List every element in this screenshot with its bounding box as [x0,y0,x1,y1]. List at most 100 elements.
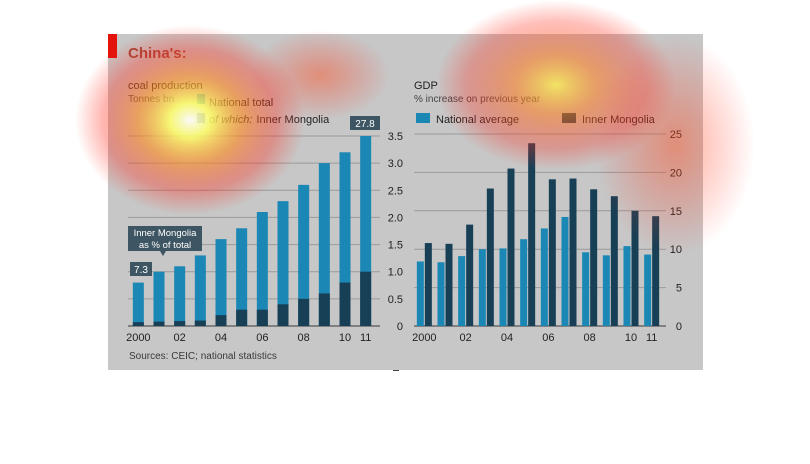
last-value-label: 27.8 [355,119,375,130]
first-value-box [130,262,152,276]
coal-bar-inner-mongolia [153,321,165,326]
coal-bar-national-total [298,184,310,326]
coal-bar-national-total [277,201,289,326]
gdp-bar-national-average [540,228,548,326]
gdp-bar-national-average [499,248,507,326]
gdp-bar-inner-mongolia [466,224,474,326]
coal-chart: coal production Tonnes bn National total… [126,80,403,344]
legend-swatch-national-total [197,94,205,104]
gdp-bar-national-average [561,216,569,326]
gdp-x-tick-label: 06 [542,332,554,344]
coal-bar-national-total [174,266,186,326]
gdp-bar-national-average [478,249,486,326]
coal-bar-national-total [256,212,268,326]
gdp-bar-national-average [437,262,445,326]
gdp-bar-inner-mongolia [631,210,639,326]
gdp-bar-national-average [623,246,631,326]
coal-x-tick-label: 04 [215,332,227,344]
gdp-bar-inner-mongolia [652,216,660,326]
gdp-bar-inner-mongolia [424,243,432,326]
coal-bar-national-total [215,239,227,326]
callout-box [128,226,202,251]
coal-x-tick-label: 11 [360,332,371,344]
gdp-x-axis: 2000 02 04 06 08 10 11 [412,332,657,344]
gdp-y-tick-label: 0 [676,321,682,333]
coal-bar-inner-mongolia [318,293,330,326]
gdp-x-tick-label: 08 [584,332,596,344]
gdp-y-tick-label: 20 [670,167,682,179]
coal-y-tick-label: 3.5 [388,131,403,143]
gdp-y-tick-label: 5 [676,283,682,295]
gdp-x-tick-label: 04 [501,332,513,344]
legend-swatch-inner-mongolia-gdp [562,113,576,123]
coal-x-axis: 2000 02 04 06 08 10 11 [126,332,371,344]
legend-swatch-inner-mongolia-coal [197,113,205,123]
gdp-title: GDP [414,80,438,92]
gdp-x-tick-label: 02 [460,332,472,344]
coal-bar-national-total [153,271,165,326]
coal-bar-inner-mongolia [277,304,289,326]
coal-bar-inner-mongolia [215,315,227,326]
coal-bar-inner-mongolia [256,309,268,326]
coal-bar-inner-mongolia [174,321,186,326]
legend-label-inner-mongolia-coal: of which: Inner Mongolia [209,114,330,126]
coal-x-tick-label: 06 [256,332,268,344]
legend-swatch-national-average [416,113,430,123]
coal-x-tick-label: 02 [174,332,186,344]
gdp-bar-national-average [520,239,528,326]
gdp-bars [416,143,660,326]
coal-bar-national-total [194,255,206,326]
gdp-x-tick-label: 11 [646,332,657,344]
callout-line-1: Inner Mongolia [134,228,198,239]
coal-bar-inner-mongolia [236,309,248,326]
coal-y-tick-label: 1.5 [388,240,403,252]
coal-bar-national-total [360,136,372,326]
gdp-bar-national-average [644,254,652,326]
gdp-bar-inner-mongolia [590,189,598,326]
coal-y-tick-label: 2.5 [388,185,403,197]
gdp-y-tick-label: 15 [670,206,682,218]
legend-prefix: of which: [209,114,252,126]
coal-y-tick-label: 2.0 [388,212,403,224]
coal-bar-inner-mongolia [360,271,372,326]
legend-series-name: Inner Mongolia [256,114,330,126]
first-value-label: 7.3 [134,265,148,276]
gdp-x-tick-label: 2000 [412,332,436,344]
coal-bars [132,136,372,326]
gdp-bar-inner-mongolia [610,196,618,326]
gdp-bar-inner-mongolia [569,178,577,326]
coal-bar-national-total [132,282,144,326]
coal-x-tick-label: 2000 [126,332,150,344]
gdp-chart: GDP % increase on previous year National… [412,80,682,344]
coal-bar-national-total [318,163,330,326]
coal-y-tick-label: 1.0 [388,267,403,279]
coal-y-tick-label: 0 [397,321,403,333]
coal-bar-national-total [339,152,351,326]
gdp-y-tick-label: 10 [670,244,682,256]
gdp-bar-national-average [458,256,466,326]
gdp-bar-inner-mongolia [486,188,494,326]
callout-line-2: as % of total [139,240,191,251]
coal-y-tick-label: 3.0 [388,158,403,170]
cursor-mark [393,370,399,371]
gdp-bar-inner-mongolia [528,143,536,326]
legend-label-national-average: National average [436,114,519,126]
gdp-bar-national-average [602,255,610,326]
coal-bar-national-total [236,228,248,326]
coal-y-axis: 0 0.5 1.0 1.5 2.0 2.5 3.0 3.5 [388,131,403,333]
coal-x-tick-label: 10 [339,332,351,344]
gdp-x-tick-label: 10 [625,332,637,344]
gdp-subtitle: % increase on previous year [414,94,541,105]
coal-x-tick-label: 08 [298,332,310,344]
gdp-bar-inner-mongolia [507,168,515,326]
legend-label-inner-mongolia-gdp: Inner Mongolia [582,114,656,126]
coal-title: coal production [128,80,203,92]
callout-pointer [160,251,166,256]
gdp-bar-national-average [416,261,424,326]
coal-bar-inner-mongolia [194,320,206,326]
gdp-bar-inner-mongolia [445,243,453,326]
coal-bar-inner-mongolia [339,282,351,326]
gdp-y-tick-label: 25 [670,129,682,141]
coal-bar-inner-mongolia [132,322,144,326]
